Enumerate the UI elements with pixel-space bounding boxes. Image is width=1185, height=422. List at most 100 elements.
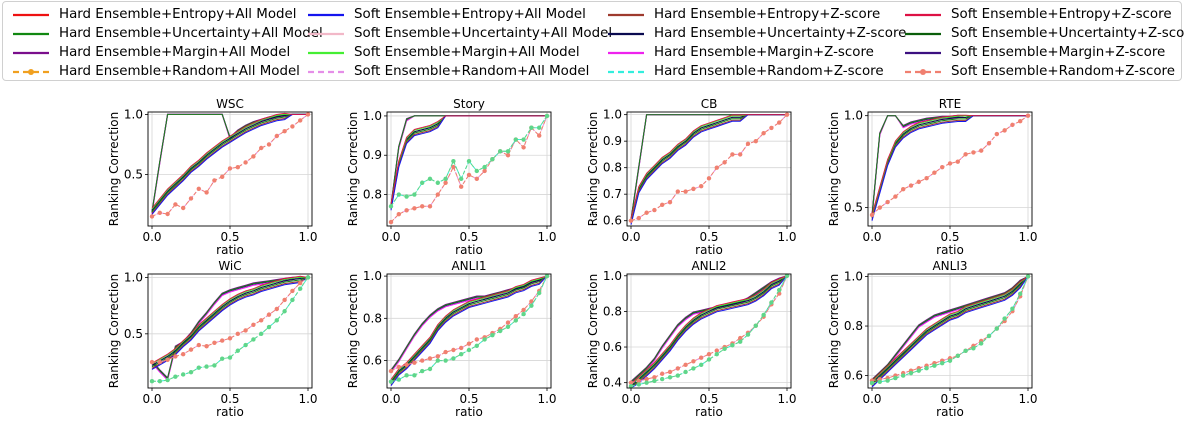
data-point xyxy=(305,275,311,280)
legend-item: Soft Ensemble+Margin+All Model xyxy=(306,43,580,62)
data-point xyxy=(290,124,295,129)
series-line xyxy=(151,275,309,364)
data-point xyxy=(396,212,401,217)
series-line xyxy=(151,276,309,365)
data-point xyxy=(738,339,743,344)
x-tick-label: 0.0 xyxy=(862,230,881,244)
data-point xyxy=(212,363,217,368)
chart-title: ANLI2 xyxy=(691,259,726,273)
x-tick-label: 0.0 xyxy=(862,392,881,406)
data-point xyxy=(412,360,417,365)
legend-item: Hard Ensemble+Random+Z-score xyxy=(606,62,884,81)
y-tick-label: 0.8 xyxy=(363,311,382,325)
x-axis-label: ratio xyxy=(455,405,483,419)
data-point xyxy=(149,214,155,219)
data-point xyxy=(451,347,456,353)
data-point xyxy=(412,206,417,211)
x-tick-label: 0.5 xyxy=(220,392,239,406)
data-point xyxy=(636,382,641,387)
data-point xyxy=(404,362,409,367)
data-point xyxy=(777,120,782,125)
data-point xyxy=(165,377,170,383)
data-point xyxy=(505,149,511,154)
data-point xyxy=(660,376,665,382)
series-line xyxy=(871,276,1029,387)
y-tick-label: 0.8 xyxy=(603,161,622,175)
data-point xyxy=(505,320,511,325)
chart-title: RTE xyxy=(939,97,961,111)
data-point xyxy=(188,196,194,201)
data-point xyxy=(466,158,472,164)
data-point xyxy=(443,176,448,182)
legend-item: Hard Ensemble+Margin+Z-score xyxy=(606,43,874,62)
data-point xyxy=(722,160,727,165)
y-tick-label: 0.5 xyxy=(124,167,143,181)
data-point xyxy=(901,373,906,378)
data-point xyxy=(498,328,503,334)
series-line xyxy=(152,276,309,363)
x-tick-label: 0.5 xyxy=(699,230,718,244)
y-tick-label: 1.0 xyxy=(844,109,863,123)
data-point xyxy=(298,286,303,291)
y-tick-label: 1.0 xyxy=(363,109,382,123)
data-point xyxy=(459,345,464,351)
y-axis-label: Ranking Correction xyxy=(107,274,121,388)
data-point xyxy=(427,204,433,209)
data-point xyxy=(474,343,479,348)
series-line xyxy=(630,275,788,387)
series-line xyxy=(390,115,547,205)
data-point xyxy=(784,112,790,117)
data-point xyxy=(901,187,906,192)
data-point xyxy=(243,342,248,348)
data-point xyxy=(691,359,696,364)
data-point xyxy=(916,179,921,185)
data-point xyxy=(986,333,992,339)
chart-panel: 0.0 0.5 1.0 0.6 0.8 1.0 ANLI3 ratio Ranking Corr… xyxy=(827,259,1038,419)
data-point xyxy=(521,307,526,313)
x-axis-label: ratio xyxy=(695,405,723,419)
data-point xyxy=(667,369,673,375)
data-point xyxy=(149,379,155,384)
x-axis-label: ratio xyxy=(695,243,723,257)
series-line xyxy=(390,275,548,380)
series-line xyxy=(390,275,548,372)
data-point xyxy=(459,176,464,182)
data-point xyxy=(628,218,634,223)
data-point xyxy=(459,184,464,189)
x-tick-label: 0.0 xyxy=(621,230,640,244)
data-point xyxy=(412,192,417,197)
chart-panel: 0.0 0.5 1.0 0.5 1.0 RTE ratio Ranking Correctio… xyxy=(827,97,1038,257)
data-point xyxy=(699,355,704,360)
legend-label: Hard Ensemble+Uncertainty+All Model xyxy=(59,26,323,41)
data-point xyxy=(513,318,518,323)
data-point xyxy=(529,299,534,304)
data-point xyxy=(435,354,440,359)
data-point xyxy=(420,358,425,363)
data-point xyxy=(714,351,719,357)
data-point xyxy=(388,219,394,225)
legend-item: Soft Ensemble+Uncertainty+All Model xyxy=(306,24,612,43)
series-line xyxy=(151,276,309,369)
data-point xyxy=(544,113,550,119)
y-tick-label: 0.8 xyxy=(844,319,863,333)
data-point xyxy=(1010,122,1015,128)
legend-item: Hard Ensemble+Margin+All Model xyxy=(11,43,290,62)
data-point xyxy=(204,344,209,349)
data-point xyxy=(636,215,641,221)
x-tick-label: 0.5 xyxy=(459,230,478,244)
data-point xyxy=(722,346,727,352)
series-line xyxy=(390,275,548,385)
x-tick-label: 0.5 xyxy=(459,392,478,406)
data-point xyxy=(220,356,225,361)
series-line xyxy=(630,275,788,388)
data-point xyxy=(227,336,233,341)
data-point xyxy=(181,205,186,211)
legend-item: Soft Ensemble+Entropy+Z-score xyxy=(903,5,1172,24)
data-point xyxy=(683,362,688,368)
data-point xyxy=(420,180,425,185)
x-axis-label: ratio xyxy=(216,405,244,419)
data-point xyxy=(181,372,186,377)
data-point xyxy=(259,318,264,323)
data-point xyxy=(482,164,487,170)
series-line xyxy=(151,276,309,370)
